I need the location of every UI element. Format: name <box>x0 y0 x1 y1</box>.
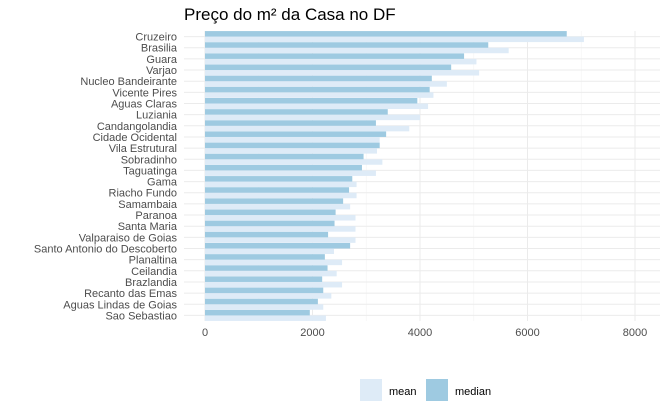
category-label: Santo Antonio do Descoberto <box>34 244 177 256</box>
bar-median <box>205 120 376 126</box>
category-label: Aguas Lindas de Goias <box>63 299 177 311</box>
bar-median <box>205 298 318 305</box>
bar-median <box>205 209 336 216</box>
legend: mean median <box>360 379 491 401</box>
category-label: Cruzeiro <box>135 32 177 44</box>
legend-key-median <box>426 379 448 401</box>
category-label: Sao Sebastiao <box>105 310 177 322</box>
bar-median <box>205 265 328 271</box>
bar-median <box>205 31 567 37</box>
category-label: Brasilia <box>141 43 178 55</box>
bar-median <box>205 64 452 71</box>
bar-median <box>205 276 323 282</box>
bar-median <box>205 220 335 227</box>
bar-mean <box>205 125 410 132</box>
category-label: Varjao <box>146 65 177 77</box>
bar-mean <box>205 226 356 232</box>
category-label: Santa Maria <box>118 221 178 233</box>
bar-median <box>205 153 364 160</box>
legend-key-mean <box>360 379 382 401</box>
category-label: Vila Estrutural <box>109 143 177 155</box>
bar-mean <box>205 270 337 277</box>
category-label: Samambaia <box>118 199 178 211</box>
bar-mean <box>205 159 383 165</box>
bar-median <box>205 86 430 93</box>
category-label: Nucleo Bandeirante <box>80 76 177 88</box>
category-label: Gama <box>147 177 178 189</box>
category-label: Ceilandia <box>131 266 178 278</box>
bar-mean <box>205 281 343 288</box>
category-label: Brazlandia <box>125 277 178 289</box>
bar-median <box>205 198 344 204</box>
category-label: Paranoa <box>135 210 177 222</box>
bar-mean <box>205 136 380 143</box>
category-label: Vicente Pires <box>112 87 177 99</box>
category-label: Guara <box>146 54 177 66</box>
bar-mean <box>205 170 376 176</box>
bar-median <box>205 42 489 48</box>
bar-median <box>205 131 387 137</box>
category-label: Sobradinho <box>121 154 177 166</box>
bar-mean <box>205 114 420 121</box>
bar-mean <box>205 259 343 266</box>
bar-mean <box>205 192 357 199</box>
bar-median <box>205 176 353 182</box>
category-label: Valparaiso de Goias <box>79 232 178 244</box>
x-tick-labels: 0 2000 4000 6000 8000 <box>202 327 647 339</box>
category-label: Aguas Claras <box>111 99 178 111</box>
bar-mean <box>205 215 356 221</box>
bar-mean <box>205 92 434 98</box>
category-label: Planaltina <box>129 255 178 267</box>
bars <box>205 31 584 321</box>
bar-median <box>205 164 362 171</box>
bar-mean <box>205 36 584 43</box>
bar-mean <box>205 148 377 154</box>
x-tick-label: 4000 <box>408 327 432 339</box>
bar-median <box>205 231 329 238</box>
category-label: Candangolandia <box>97 121 178 133</box>
bar-mean <box>205 70 480 76</box>
bar-mean <box>205 203 351 210</box>
category-label: Recanto das Emas <box>84 288 177 300</box>
chart-title: Preço do m² da Casa no DF <box>184 5 396 24</box>
bar-mean <box>205 304 324 310</box>
legend-label-median: median <box>455 386 491 398</box>
bar-mean <box>205 293 332 299</box>
bar-median <box>205 75 432 82</box>
bar-median <box>205 187 350 193</box>
category-label: Riacho Fundo <box>109 188 178 200</box>
x-tick-label: 8000 <box>623 327 647 339</box>
bar-mean <box>205 81 447 87</box>
bar-median <box>205 53 465 59</box>
bar-mean <box>205 47 509 54</box>
category-label: Cidade Ocidental <box>93 132 177 144</box>
bar-median <box>205 98 418 104</box>
bar-mean <box>205 315 326 321</box>
legend-label-mean: mean <box>389 386 417 398</box>
bar-median <box>205 109 388 115</box>
bar-mean <box>205 248 334 254</box>
bar-median <box>205 142 380 149</box>
x-tick-label: 6000 <box>515 327 539 339</box>
x-tick-label: 2000 <box>300 327 324 339</box>
category-label: Taguatinga <box>123 165 178 177</box>
bar-median <box>205 287 324 294</box>
bar-mean <box>205 103 429 109</box>
bar-median <box>205 309 310 316</box>
x-tick-label: 0 <box>202 327 208 339</box>
bar-median <box>205 254 325 260</box>
bar-median <box>205 243 351 249</box>
category-label: Luziania <box>136 110 178 122</box>
bar-mean <box>205 58 477 65</box>
bar-mean <box>205 181 357 188</box>
bar-mean <box>205 237 356 243</box>
